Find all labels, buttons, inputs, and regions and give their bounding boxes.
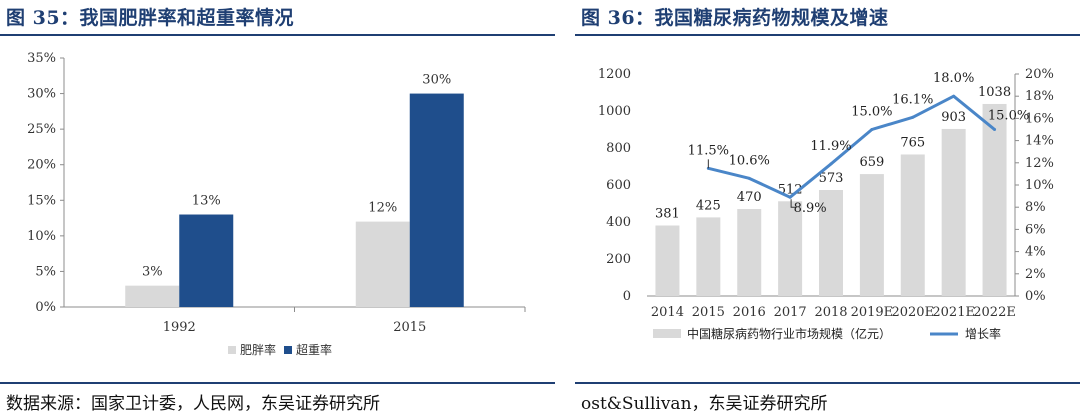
legend-swatch	[284, 346, 292, 354]
legend-label-market-size: 中国糖尿病药物行业市场规模（亿元）	[687, 326, 891, 341]
x-tick-label: 2014	[651, 305, 684, 320]
y-tick-label: 10%	[27, 229, 56, 244]
y-tick-label: 15%	[27, 193, 56, 208]
market-size-bar	[696, 217, 721, 296]
x-tick-label: 2017	[774, 305, 807, 320]
market-size-label: 470	[737, 190, 762, 205]
x-tick-label: 2016	[733, 305, 766, 320]
growth-rate-point	[993, 128, 997, 131]
bar-obesity	[355, 221, 410, 307]
right-figure: 图 36：我国糖尿病药物规模及增速 0 200 400 600 800 1000 1200 0…	[575, 0, 1080, 420]
right-y-tick-label: 4%	[1025, 245, 1046, 260]
growth-rate-label: 16.1%	[892, 92, 933, 107]
growth-rate-label: 18.0%	[933, 71, 974, 86]
bar-value-label: 12%	[368, 201, 397, 216]
x-tick-label: 2022E	[973, 305, 1016, 320]
right-title-rule	[575, 34, 1080, 36]
y-tick-label: 0%	[35, 300, 56, 315]
growth-rate-label: 15.0%	[851, 105, 892, 120]
y-tick-label: 35%	[27, 51, 56, 66]
growth-rate-label: 10.6%	[729, 153, 770, 168]
market-size-bar	[859, 174, 884, 296]
left-y-tick-label: 200	[606, 252, 631, 267]
legend-label: 肥胖率	[240, 342, 276, 357]
legend-label-growth-rate: 增长率	[965, 326, 1001, 341]
right-figure-source: ost&Sullivan，东吴证券研究所	[581, 394, 828, 414]
x-tick-label: 2019E	[851, 305, 894, 320]
growth-rate-label: 8.9%	[794, 201, 827, 216]
bar-value-label: 3%	[142, 265, 163, 280]
market-size-label: 903	[941, 110, 966, 125]
left-figure-source: 数据来源：国家卫计委，人民网，东吴证券研究所	[6, 394, 380, 414]
right-y-tick-label: 6%	[1025, 222, 1046, 237]
y-tick-label: 30%	[27, 87, 56, 102]
obesity-overweight-chart: 0% 5% 10% 15% 20% 25% 30% 35% 1992 3% 13% 2015 12% 30…	[27, 51, 526, 357]
bar-obesity	[125, 285, 180, 307]
right-y-tick-label: 8%	[1025, 200, 1046, 215]
growth-rate-point	[829, 162, 833, 166]
left-y-tick-label: 800	[606, 141, 631, 156]
right-y-tick-label: 18%	[1025, 89, 1054, 104]
market-size-bar	[778, 201, 803, 296]
left-y-tick-label: 600	[606, 178, 631, 193]
bar-overweight	[409, 93, 464, 307]
growth-rate-label: 15.0%	[988, 109, 1029, 124]
x-tick-label: 1992	[163, 320, 196, 335]
growth-rate-point	[788, 195, 792, 199]
right-y-tick-label: 16%	[1025, 111, 1054, 126]
growth-rate-label: 11.9%	[810, 139, 851, 154]
bar-value-label: 13%	[192, 194, 221, 209]
x-tick-label: 2015	[393, 320, 426, 335]
market-size-label: 425	[696, 198, 721, 213]
x-tick-label: 2021E	[932, 305, 975, 320]
left-figure-title: 图 35：我国肥胖率和超重率情况	[6, 7, 295, 29]
left-figure: 图 35：我国肥胖率和超重率情况 0% 5% 10% 15% 20% 25% 30% 35% 1…	[0, 7, 555, 414]
right-y-tick-label: 14%	[1025, 134, 1054, 149]
growth-rate-point	[911, 115, 915, 119]
market-size-bar	[982, 103, 1007, 296]
market-size-bar	[819, 189, 843, 296]
growth-rate-point	[870, 128, 874, 131]
left-y-tick-label: 1000	[598, 104, 631, 119]
market-size-bar	[941, 128, 966, 296]
left-y-tick-label: 400	[606, 215, 631, 230]
bar-overweight	[179, 214, 234, 307]
bar-value-label: 30%	[422, 73, 451, 88]
growth-label-leader	[790, 199, 797, 208]
growth-rate-point	[747, 176, 751, 180]
x-tick-label: 2020E	[891, 305, 934, 320]
left-y-tick-label: 0	[623, 289, 631, 304]
x-tick-label: 2015	[692, 305, 725, 320]
market-size-label: 765	[900, 135, 925, 150]
left-y-tick-label: 1200	[598, 67, 631, 82]
growth-rate-line	[707, 94, 996, 199]
right-y-tick-label: 0%	[1025, 289, 1046, 304]
growth-rate-label: 11.5%	[688, 143, 729, 158]
legend-label: 超重率	[296, 342, 332, 357]
right-figure-title: 图 36：我国糖尿病药物规模及增速	[581, 7, 889, 29]
legend-swatch	[228, 346, 236, 354]
market-size-label: 1038	[978, 85, 1011, 100]
right-y-tick-label: 20%	[1025, 67, 1054, 82]
y-tick-label: 5%	[35, 264, 56, 279]
market-size-label: 573	[819, 171, 844, 186]
diabetes-drug-market-chart: 0 200 400 600 800 1000 1200 0% 2% 4% 6% 8% 10% 12% 14%…	[598, 67, 1054, 341]
left-title-rule	[0, 34, 555, 36]
market-size-bar	[900, 154, 925, 296]
right-source-rule	[575, 382, 1080, 384]
y-tick-label: 20%	[27, 158, 56, 173]
legend-swatch-market-size	[653, 329, 681, 338]
right-y-tick-label: 10%	[1025, 178, 1054, 193]
y-tick-label: 25%	[27, 122, 56, 137]
market-size-bar	[737, 209, 762, 296]
market-size-bar	[655, 225, 680, 296]
market-size-label: 659	[859, 155, 884, 170]
right-y-tick-label: 12%	[1025, 156, 1054, 171]
growth-rate-point	[952, 94, 956, 98]
x-tick-label: 2018	[814, 305, 847, 320]
right-y-tick-label: 2%	[1025, 267, 1046, 282]
left-source-rule	[0, 382, 555, 384]
market-size-label: 381	[655, 207, 680, 222]
